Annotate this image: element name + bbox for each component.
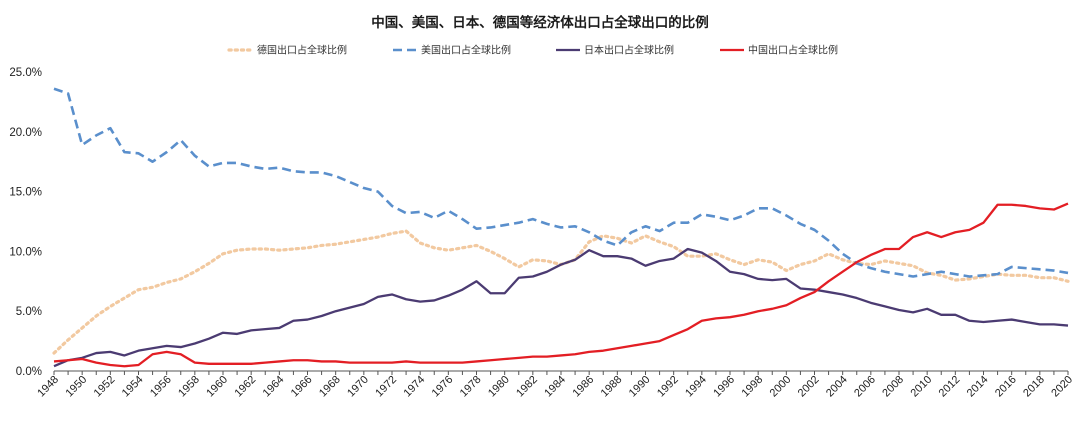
x-tick-label: 2014 xyxy=(965,374,991,400)
x-axis: 1948 1950 1952 1954 1956 1958 1960 1962 1964 1966… xyxy=(35,370,1075,400)
x-tick-label: 2008 xyxy=(880,374,906,400)
series-line-2 xyxy=(53,247,1069,368)
x-tick-label: 1962 xyxy=(232,374,258,400)
legend-label-2: 日本出口占全球比例 xyxy=(584,44,674,57)
x-tick-label: 1964 xyxy=(261,374,287,400)
x-tick-label: 2000 xyxy=(768,374,794,400)
y-tick-label: 5.0% xyxy=(16,306,42,318)
x-tick-label: 2010 xyxy=(908,374,934,400)
x-tick-label: 1984 xyxy=(542,374,568,400)
legend-label-3: 中国出口占全球比例 xyxy=(748,44,838,57)
x-tick-label: 2002 xyxy=(796,374,822,400)
x-tick-label: 1986 xyxy=(570,374,596,400)
x-tick-label: 1952 xyxy=(92,374,118,400)
chart-legend: 德国出口占全球比例 美国出口占全球比例 日本出口占全球比例 中国出口占全球比例 xyxy=(227,44,838,57)
x-tick-label: 1970 xyxy=(345,374,371,400)
x-tick-label: 1978 xyxy=(458,374,484,400)
series-line-3 xyxy=(53,202,1069,368)
legend-label-0: 德国出口占全球比例 xyxy=(257,44,347,57)
plot-area xyxy=(52,87,1070,368)
x-tick-label: 1988 xyxy=(599,374,625,400)
x-tick-label: 1958 xyxy=(176,374,202,400)
series-line-0 xyxy=(52,229,1070,355)
x-tick-label: 1992 xyxy=(655,374,681,400)
y-tick-label: 20.0% xyxy=(9,127,42,139)
x-tick-label: 1960 xyxy=(204,374,230,400)
y-tick-label: 25.0% xyxy=(9,67,42,79)
y-tick-label: 0.0% xyxy=(16,366,42,378)
chart-title: 中国、美国、日本、德国等经济体出口占全球出口的比例 xyxy=(371,14,709,31)
y-tick-label: 15.0% xyxy=(9,187,42,199)
x-tick-label: 2006 xyxy=(852,374,878,400)
series-line-1 xyxy=(53,87,1069,278)
y-axis: 0.0% 5.0% 10.0% 15.0% 20.0% 25.0% xyxy=(9,67,42,378)
x-tick-label: 1956 xyxy=(148,374,174,400)
x-tick-label: 2018 xyxy=(1021,374,1047,400)
x-tick-label: 1998 xyxy=(739,374,765,400)
x-tick-label: 1968 xyxy=(317,374,343,400)
x-tick-label: 1974 xyxy=(401,374,427,400)
x-tick-label: 1996 xyxy=(711,374,737,400)
x-tick-label: 1994 xyxy=(683,374,709,400)
x-tick-label: 1972 xyxy=(373,374,399,400)
x-tick-label: 1954 xyxy=(120,374,146,400)
x-tick-label: 1950 xyxy=(63,374,89,400)
x-tick-label: 2016 xyxy=(993,374,1019,400)
x-tick-label: 1966 xyxy=(289,374,315,400)
x-tick-label: 1980 xyxy=(486,374,512,400)
x-tick-label: 1990 xyxy=(627,374,653,400)
y-tick-label: 10.0% xyxy=(9,246,42,258)
legend-label-1: 美国出口占全球比例 xyxy=(421,44,511,57)
x-tick-label: 1976 xyxy=(430,374,456,400)
x-tick-label: 2004 xyxy=(824,374,850,400)
x-tick-label: 2020 xyxy=(1049,374,1075,400)
x-tick-label: 1982 xyxy=(514,374,540,400)
x-tick-label: 2012 xyxy=(937,374,963,400)
